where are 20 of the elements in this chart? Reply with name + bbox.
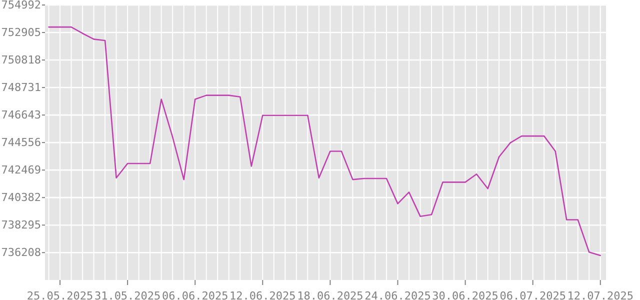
x-tick-label: 25.05.2025 — [26, 290, 94, 300]
y-tick-label: 750818 — [1, 54, 41, 67]
x-tick-label: 12.07.2025 — [567, 290, 634, 300]
x-tick-label: 30.06.2025 — [432, 290, 498, 300]
y-tick-label: 752905 — [1, 26, 41, 40]
x-tick-label: 24.06.2025 — [364, 290, 431, 300]
x-tick-label: 06.06.2025 — [162, 290, 228, 300]
x-tick-label: 31.05.2025 — [94, 290, 161, 300]
x-tick-label: 18.06.2025 — [297, 290, 364, 300]
y-tick-label: 740382 — [1, 191, 41, 204]
y-tick-label: 754992 — [1, 0, 41, 12]
y-tick-label: 738295 — [1, 218, 41, 232]
y-tick-label: 748731 — [1, 81, 41, 94]
y-tick-label: 742469 — [1, 164, 41, 177]
y-tick-label: 736208 — [1, 246, 41, 260]
x-tick-label: 06.07.2025 — [500, 290, 566, 300]
y-tick-label: 746643 — [1, 108, 41, 122]
x-tick-label: 12.06.2025 — [230, 290, 296, 300]
line-series — [48, 26, 602, 256]
y-tick-label: 744556 — [1, 136, 41, 150]
